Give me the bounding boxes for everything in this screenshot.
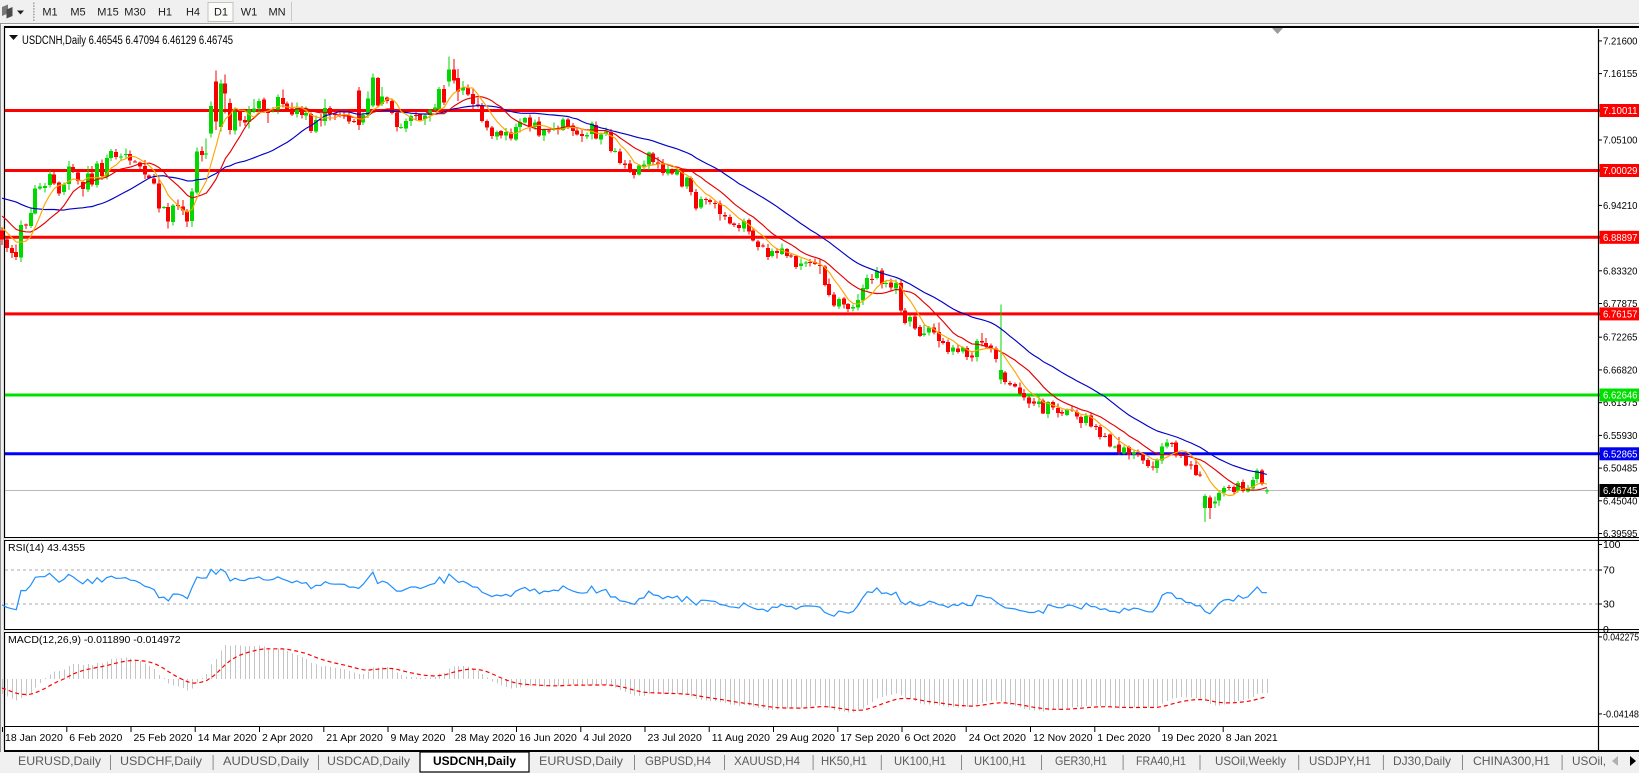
svg-text:30: 30 — [1603, 599, 1615, 611]
svg-text:USOil,: USOil, — [1572, 754, 1606, 768]
svg-text:USDCAD,Daily: USDCAD,Daily — [327, 754, 410, 768]
svg-text:28 May 2020: 28 May 2020 — [455, 732, 516, 744]
svg-text:29 Aug 2020: 29 Aug 2020 — [776, 732, 835, 744]
svg-text:6.72265: 6.72265 — [1603, 332, 1638, 344]
svg-text:0.042275: 0.042275 — [1603, 631, 1639, 643]
svg-text:6 Feb 2020: 6 Feb 2020 — [69, 732, 122, 744]
svg-text:M30: M30 — [124, 7, 145, 19]
svg-text:UK100,H1: UK100,H1 — [894, 754, 946, 768]
svg-text:7.05100: 7.05100 — [1603, 135, 1638, 147]
svg-text:FRA40,H1: FRA40,H1 — [1136, 754, 1186, 768]
svg-text:14 Mar 2020: 14 Mar 2020 — [198, 732, 257, 744]
svg-text:RSI(14) 43.4355: RSI(14) 43.4355 — [8, 542, 85, 554]
svg-text:6.83320: 6.83320 — [1603, 265, 1638, 277]
svg-text:M1: M1 — [42, 7, 57, 19]
svg-text:EURUSD,Daily: EURUSD,Daily — [18, 754, 101, 768]
svg-text:25 Feb 2020: 25 Feb 2020 — [134, 732, 193, 744]
svg-text:GER30,H1: GER30,H1 — [1055, 754, 1107, 768]
svg-text:XAUUSD,H4: XAUUSD,H4 — [734, 754, 800, 768]
svg-text:7.16155: 7.16155 — [1603, 68, 1638, 80]
svg-text:21 Apr 2020: 21 Apr 2020 — [326, 732, 383, 744]
svg-text:4 Jul 2020: 4 Jul 2020 — [583, 732, 632, 744]
svg-text:70: 70 — [1603, 565, 1615, 577]
svg-text:6.76157: 6.76157 — [1603, 308, 1638, 320]
svg-text:6.94210: 6.94210 — [1603, 200, 1638, 212]
svg-text:18 Jan 2020: 18 Jan 2020 — [5, 732, 63, 744]
svg-text:19 Dec 2020: 19 Dec 2020 — [1162, 732, 1222, 744]
svg-text:M15: M15 — [97, 7, 118, 19]
svg-text:1 Dec 2020: 1 Dec 2020 — [1097, 732, 1151, 744]
svg-text:11 Aug 2020: 11 Aug 2020 — [712, 732, 770, 744]
svg-text:USOil,Weekly: USOil,Weekly — [1215, 754, 1286, 768]
svg-text:6.62646: 6.62646 — [1603, 390, 1638, 402]
svg-text:16 Jun 2020: 16 Jun 2020 — [519, 732, 577, 744]
svg-text:8 Jan 2021: 8 Jan 2021 — [1226, 732, 1278, 744]
svg-text:7.10011: 7.10011 — [1603, 105, 1638, 117]
svg-text:EURUSD,Daily: EURUSD,Daily — [539, 754, 623, 768]
svg-text:6.50485: 6.50485 — [1603, 463, 1638, 475]
svg-text:USDCHF,Daily: USDCHF,Daily — [120, 754, 202, 768]
svg-text:6.45040: 6.45040 — [1603, 495, 1638, 507]
svg-text:H4: H4 — [186, 7, 200, 19]
svg-text:W1: W1 — [241, 7, 258, 19]
svg-text:HK50,H1: HK50,H1 — [821, 754, 867, 768]
svg-text:100: 100 — [1603, 539, 1621, 551]
svg-text:6.77875: 6.77875 — [1603, 298, 1638, 310]
svg-text:M5: M5 — [70, 7, 85, 19]
svg-text:6.88897: 6.88897 — [1603, 232, 1638, 244]
svg-text:6.46745: 6.46745 — [1603, 485, 1638, 497]
svg-text:USDCNH,Daily 6.46545 6.47094: USDCNH,Daily 6.46545 6.47094 6.46129 6.4… — [22, 35, 233, 47]
svg-text:6.52865: 6.52865 — [1603, 448, 1638, 460]
svg-text:6.66820: 6.66820 — [1603, 364, 1638, 376]
svg-text:DJ30,Daily: DJ30,Daily — [1393, 754, 1451, 768]
svg-text:12 Nov 2020: 12 Nov 2020 — [1033, 732, 1093, 744]
svg-text:6 Oct 2020: 6 Oct 2020 — [905, 732, 957, 744]
svg-text:CHINA300,H1: CHINA300,H1 — [1473, 754, 1550, 768]
svg-text:9 May 2020: 9 May 2020 — [391, 732, 446, 744]
svg-text:24 Oct 2020: 24 Oct 2020 — [969, 732, 1026, 744]
svg-text:-0.04148: -0.04148 — [1603, 708, 1639, 720]
svg-text:6.39595: 6.39595 — [1603, 528, 1638, 540]
svg-text:GBPUSD,H4: GBPUSD,H4 — [645, 754, 711, 768]
svg-text:7.00029: 7.00029 — [1603, 165, 1638, 177]
svg-text:H1: H1 — [158, 7, 172, 19]
svg-text:AUDUSD,Daily: AUDUSD,Daily — [223, 754, 309, 768]
svg-text:D1: D1 — [214, 7, 228, 19]
svg-text:MN: MN — [268, 7, 285, 19]
svg-text:17 Sep 2020: 17 Sep 2020 — [840, 732, 900, 744]
svg-text:USDCNH,Daily: USDCNH,Daily — [433, 754, 516, 768]
svg-text:2 Apr 2020: 2 Apr 2020 — [262, 732, 313, 744]
svg-text:0: 0 — [1603, 624, 1609, 636]
svg-text:UK100,H1: UK100,H1 — [974, 754, 1026, 768]
svg-text:23 Jul 2020: 23 Jul 2020 — [648, 732, 702, 744]
svg-text:7.21600: 7.21600 — [1603, 35, 1638, 47]
svg-text:USDJPY,H1: USDJPY,H1 — [1309, 754, 1371, 768]
svg-text:MACD(12,26,9) -0.011890 -0.014: MACD(12,26,9) -0.011890 -0.014972 — [8, 634, 181, 646]
svg-text:6.55930: 6.55930 — [1603, 430, 1638, 442]
